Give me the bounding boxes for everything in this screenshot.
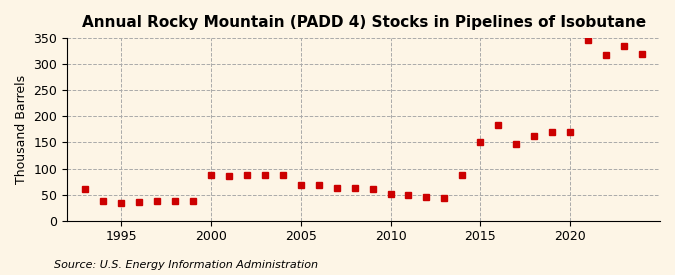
Y-axis label: Thousand Barrels: Thousand Barrels bbox=[15, 75, 28, 184]
Title: Annual Rocky Mountain (PADD 4) Stocks in Pipelines of Isobutane: Annual Rocky Mountain (PADD 4) Stocks in… bbox=[82, 15, 646, 30]
Text: Source: U.S. Energy Information Administration: Source: U.S. Energy Information Administ… bbox=[54, 260, 318, 270]
